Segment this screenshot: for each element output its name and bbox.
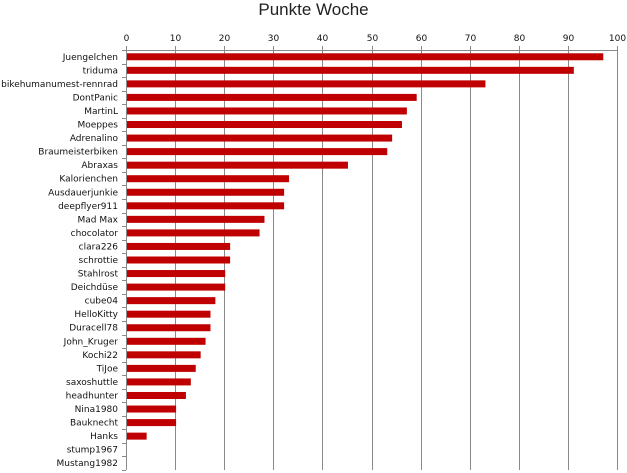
bar <box>127 283 226 291</box>
bar <box>127 419 177 427</box>
category-label: bikehumanumest-rennrad <box>1 80 118 90</box>
category-label: headhunter <box>66 391 119 401</box>
bar <box>127 337 206 345</box>
x-tick-label: 70 <box>465 34 477 44</box>
category-label: Mustang1982 <box>56 459 118 469</box>
bar <box>127 66 574 74</box>
category-label: chocolator <box>71 229 119 239</box>
bar <box>127 148 388 156</box>
bar <box>127 202 285 210</box>
category-label: clara226 <box>79 242 119 252</box>
bar <box>127 53 604 61</box>
x-tick-label: 20 <box>219 34 231 44</box>
bar <box>127 324 211 332</box>
bar <box>127 121 402 129</box>
category-label: Duracell78 <box>69 324 118 334</box>
bar <box>127 188 285 196</box>
x-tick-label: 40 <box>317 34 329 44</box>
bar <box>127 107 407 115</box>
bar <box>127 378 191 386</box>
category-label: deepflyer911 <box>58 202 118 212</box>
bar <box>127 351 201 359</box>
bar <box>127 175 290 183</box>
bar <box>127 215 265 223</box>
category-label: Deichdüse <box>71 283 119 293</box>
x-tick-label: 90 <box>563 34 575 44</box>
category-label: Ausdauerjunkie <box>48 188 118 198</box>
bar <box>127 310 211 318</box>
category-label: stump1967 <box>67 446 118 456</box>
bar <box>127 256 231 264</box>
bar <box>127 391 186 399</box>
category-label: Bauknecht <box>70 419 118 429</box>
bar <box>127 242 231 250</box>
x-tick-label: 80 <box>514 34 526 44</box>
category-label: Juengelchen <box>62 53 118 63</box>
category-label: Mad Max <box>78 215 119 225</box>
chart-title: Punkte Woche <box>258 0 369 19</box>
category-label: Hanks <box>90 432 118 442</box>
bar <box>127 405 177 413</box>
category-label: Moeppes <box>78 121 119 131</box>
category-label: John_Kruger <box>63 337 119 347</box>
category-label: saxoshuttle <box>66 378 118 388</box>
category-label: Nina1980 <box>75 405 119 415</box>
x-tick-label: 10 <box>170 34 182 44</box>
bar <box>127 364 196 372</box>
x-tick-label: 60 <box>416 34 428 44</box>
bar <box>127 93 417 101</box>
x-tick-label: 100 <box>609 34 626 44</box>
category-label: HelloKitty <box>74 310 118 320</box>
x-tick-label: 30 <box>268 34 280 44</box>
category-label: Braumeisterbiken <box>38 148 118 158</box>
category-label: Kochi22 <box>82 351 118 361</box>
bar <box>127 229 260 237</box>
category-label: Abraxas <box>81 161 118 171</box>
category-label: triduma <box>83 66 118 76</box>
bar <box>127 432 147 440</box>
category-label: Kalorienchen <box>59 175 118 185</box>
category-label: cube04 <box>85 297 119 307</box>
bar <box>127 297 216 305</box>
bar <box>127 270 226 278</box>
category-label: schrottie <box>79 256 119 266</box>
category-label: MartinL <box>84 107 118 117</box>
category-label: Adrenalino <box>70 134 119 144</box>
bar <box>127 80 486 88</box>
bar <box>127 161 348 169</box>
category-label: DontPanic <box>73 93 118 103</box>
x-tick-label: 50 <box>367 34 379 44</box>
category-label: Stahlrost <box>78 270 119 280</box>
x-tick-label: 0 <box>124 34 130 44</box>
category-label: TiJoe <box>96 364 119 374</box>
bar <box>127 134 393 142</box>
